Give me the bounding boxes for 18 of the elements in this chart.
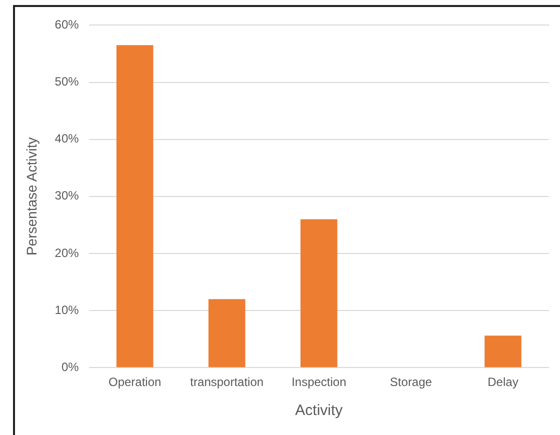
bar: [208, 299, 246, 368]
x-tick-label: Operation: [108, 375, 162, 390]
x-tick-label: Storage: [390, 375, 432, 390]
y-tick-label: 10%: [54, 302, 80, 317]
y-axis-title: Persentase Activity: [23, 137, 40, 256]
x-tick-label: transportation: [190, 375, 264, 390]
bar: [300, 219, 338, 368]
x-axis-title: Activity: [295, 402, 344, 420]
y-tick-label: 60%: [54, 18, 80, 32]
y-tick-label: 0%: [61, 360, 80, 374]
bar: [484, 336, 522, 368]
x-tick-label: Delay: [488, 375, 518, 390]
bar: [116, 45, 154, 368]
x-tick-label: Inspection: [292, 375, 346, 390]
y-tick-label: 20%: [54, 246, 80, 260]
y-tick-label: 30%: [54, 188, 80, 203]
y-tick-label: 50%: [54, 74, 80, 89]
y-tick-label: 40%: [54, 132, 80, 146]
